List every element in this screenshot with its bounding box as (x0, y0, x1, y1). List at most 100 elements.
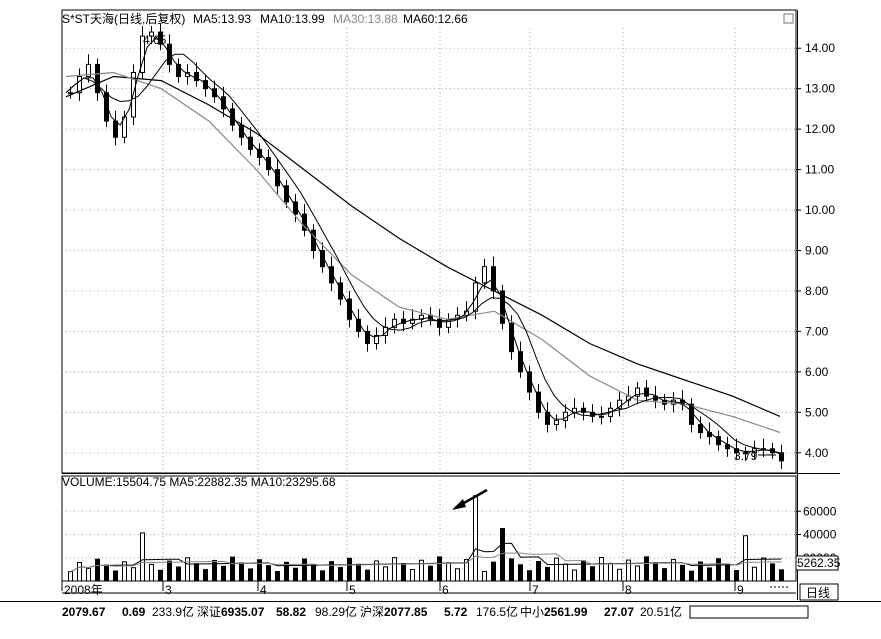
volume-bar (257, 559, 262, 582)
volume-panel-frame (61, 475, 797, 582)
volume-bar (104, 564, 109, 582)
candle-body (437, 318, 442, 328)
low-price-label: 3.79 (734, 449, 758, 463)
volume-bar (167, 560, 172, 582)
candle-body (743, 452, 748, 455)
volume-bar (680, 564, 685, 582)
volume-bar (446, 562, 451, 582)
status-bar-value: 中小 (520, 604, 544, 619)
candle-body (293, 201, 298, 215)
volume-bar (239, 562, 244, 582)
candle-body (554, 419, 559, 425)
volume-bar (698, 561, 703, 582)
volume-bar (572, 569, 577, 582)
volume-legend: VOLUME:15504.75 MA5:22882.35 MA10:23295.… (62, 475, 336, 489)
volume-bar (500, 528, 505, 582)
candle-body (392, 318, 397, 328)
candle-body (158, 31, 163, 45)
volume-bar (635, 565, 640, 582)
candle-body (230, 108, 235, 126)
status-bar-value: 2561.99 (544, 605, 588, 619)
month-label: 7 (532, 583, 539, 597)
ma5-legend: MA5:13.93 (193, 12, 251, 26)
status-bar-value: 176.5亿 (476, 604, 518, 619)
candle-body (509, 322, 514, 353)
volume-tick-label: 40000 (803, 528, 837, 542)
volume-bar (491, 561, 496, 582)
volume-bars (68, 495, 784, 582)
volume-bar (734, 570, 739, 582)
candle-body (194, 72, 199, 82)
volume-bar (383, 566, 388, 582)
candle-body (536, 391, 541, 413)
volume-bar (725, 564, 730, 582)
volume-bar (536, 560, 541, 582)
volume-bar (482, 570, 487, 582)
status-bar-value: 沪深 (360, 605, 384, 619)
month-label: 5 (349, 583, 356, 597)
volume-bar (356, 563, 361, 582)
candle-body (491, 266, 496, 292)
price-tick-label: 7.00 (805, 324, 829, 338)
volume-bar (365, 569, 370, 582)
volume-bar (761, 557, 766, 582)
price-tick-label: 8.00 (805, 284, 829, 298)
ma60-legend: MA60:12.66 (403, 12, 468, 26)
status-bar-value: 233.9亿 (152, 604, 194, 619)
volume-bar (212, 559, 217, 582)
price-tick-label: 5.00 (805, 405, 829, 419)
status-bar-value: 6935.07 (221, 605, 265, 619)
volume-bar (95, 558, 100, 582)
candle-body (482, 266, 487, 284)
candle-body (239, 124, 244, 138)
candle-body (149, 31, 154, 37)
volume-bar (122, 561, 127, 582)
ma30-legend: MA30:13.88 (333, 12, 398, 26)
volume-bar (464, 559, 469, 582)
volume-bar (563, 563, 568, 582)
status-bar-value: 2077.85 (384, 605, 428, 619)
month-label: 8 (625, 583, 632, 597)
volume-bar (617, 568, 622, 582)
volume-tick-label: 60000 (803, 504, 837, 518)
price-tick-label: 9.00 (805, 244, 829, 258)
volume-bar (410, 568, 415, 582)
candle-body (86, 63, 91, 78)
volume-bar (68, 571, 73, 582)
volume-bar (419, 559, 424, 582)
ma10-legend: MA10:13.99 (260, 12, 325, 26)
candle-body (374, 334, 379, 345)
candle-body (644, 387, 649, 397)
candle-body (590, 411, 595, 417)
volume-bar (671, 558, 676, 582)
volume-bar (329, 561, 334, 582)
volume-bar (743, 535, 748, 582)
status-bar-value: 98.29亿 (315, 604, 357, 619)
volume-bar (644, 556, 649, 582)
volume-bar (185, 557, 190, 582)
volume-bar (518, 564, 523, 582)
volume-bar (752, 566, 757, 582)
volume-bar (473, 495, 478, 582)
volume-bar (689, 570, 694, 582)
price-tick-label: 13.00 (805, 82, 835, 96)
volume-bar (320, 570, 325, 582)
volume-bar (293, 567, 298, 582)
volume-bar (626, 559, 631, 582)
candle-body (77, 76, 82, 94)
candle-body (284, 185, 289, 203)
status-bar-value: 58.82 (276, 605, 306, 619)
volume-bar (599, 556, 604, 582)
high-price-label: 4.65 (143, 33, 167, 47)
period-button[interactable] (799, 583, 839, 601)
market-breadth-bar (689, 605, 809, 619)
volume-bar (662, 568, 667, 582)
candle-body (338, 282, 343, 300)
candle-body (617, 399, 622, 409)
volume-bar (140, 532, 145, 582)
candle-body (95, 63, 100, 94)
volume-bar (284, 561, 289, 582)
volume-arrow-head (452, 499, 466, 510)
volume-bar (716, 558, 721, 582)
